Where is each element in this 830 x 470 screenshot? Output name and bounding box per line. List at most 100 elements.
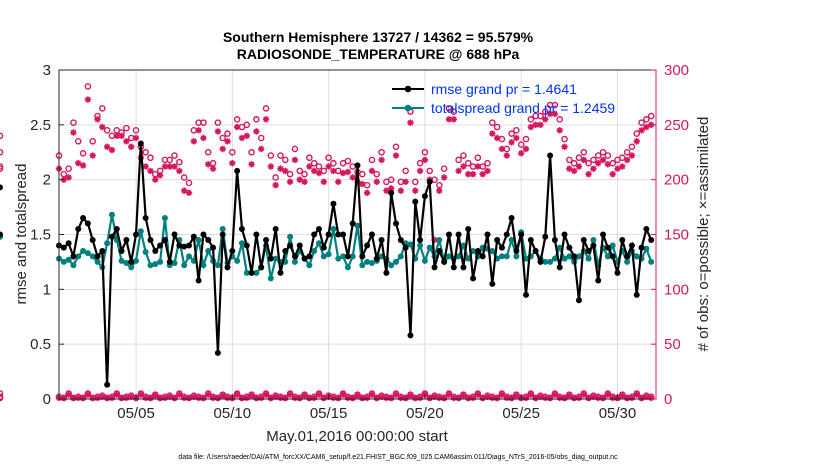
- assimilated-obs-marker: [638, 127, 645, 134]
- assimilated-obs-marker: [258, 145, 265, 153]
- rmse-point: [417, 236, 424, 243]
- assimilated-obs-marker: [402, 178, 409, 186]
- assimilated-obs-bottom-marker: [359, 394, 366, 402]
- legend-rmse-label: rmse grand pr = 1.4641: [431, 81, 577, 97]
- possible-obs-marker: [426, 167, 434, 175]
- totalspread-point: [445, 253, 452, 260]
- legend-rmse-marker: [404, 85, 412, 93]
- assimilated-obs-bottom-marker: [142, 394, 149, 402]
- totalspread-point: [609, 242, 616, 249]
- possible-obs-marker: [421, 148, 429, 156]
- possible-obs-marker: [638, 119, 645, 126]
- rmse-point: [503, 231, 510, 238]
- assimilated-obs-bottom-marker: [330, 394, 337, 402]
- assimilated-obs-marker: [436, 187, 443, 194]
- totalspread-point: [214, 262, 221, 269]
- rmse-point: [205, 236, 212, 243]
- assimilated-obs-marker: [421, 156, 429, 164]
- assimilated-obs-bottom-marker: [363, 394, 371, 402]
- possible-obs-marker: [272, 174, 279, 181]
- rmse-point: [624, 253, 631, 260]
- possible-obs-marker: [460, 152, 467, 159]
- totalspread-point: [624, 258, 631, 265]
- assimilated-obs-marker: [489, 130, 496, 137]
- rmse-point: [224, 264, 231, 271]
- rmse-point: [349, 220, 356, 227]
- rmse-point: [402, 244, 409, 251]
- rmse-point: [0, 231, 3, 238]
- possible-obs-marker: [436, 181, 443, 189]
- totalspread-point: [185, 253, 192, 260]
- possible-obs-marker: [204, 148, 212, 156]
- possible-obs-marker: [623, 148, 631, 156]
- y-tick-label-left: 0.5: [30, 336, 51, 353]
- assimilated-obs-marker: [580, 156, 587, 164]
- assimilated-obs-marker: [301, 178, 308, 186]
- assimilated-obs-marker: [508, 139, 515, 146]
- data-file-footer: data file: /Users/raeder/DAI/ATM_forcXX/…: [178, 454, 618, 461]
- assimilated-obs-bottom-marker: [291, 394, 299, 402]
- assimilated-obs-marker: [205, 161, 212, 168]
- rmse-point: [152, 247, 159, 254]
- possible-obs-marker: [513, 127, 520, 134]
- assimilated-obs-bottom-marker: [277, 394, 284, 402]
- rmse-point: [609, 253, 616, 260]
- assimilated-obs-bottom-marker: [339, 391, 347, 398]
- assimilated-obs-marker: [397, 187, 405, 194]
- totalspread-point: [455, 253, 462, 260]
- rmse-point: [436, 247, 443, 254]
- assimilated-obs-bottom-marker: [103, 394, 111, 402]
- possible-obs-marker: [643, 116, 650, 123]
- assimilated-obs-marker: [185, 189, 193, 197]
- y-axis-label-right: # of obs: o=possible; ×=assimilated: [695, 117, 712, 352]
- assimilated-obs-bottom-marker: [89, 394, 96, 402]
- totalspread-point: [157, 258, 164, 265]
- rmse-point: [80, 215, 87, 222]
- assimilated-obs-marker: [522, 145, 530, 153]
- y-tick-label-left: 3: [43, 62, 51, 79]
- assimilated-obs-marker: [209, 165, 217, 172]
- totalspread-point: [75, 253, 82, 260]
- assimilated-obs-marker: [388, 185, 395, 192]
- rmse-point: [84, 220, 91, 227]
- totalspread-point: [551, 255, 558, 262]
- totalspread-point: [267, 275, 274, 282]
- totalspread-point: [243, 269, 250, 276]
- assimilated-obs-bottom-marker: [465, 394, 472, 402]
- assimilated-obs-bottom-marker: [315, 391, 323, 398]
- assimilated-obs-marker: [368, 167, 376, 175]
- assimilated-obs-bottom-marker: [354, 392, 361, 399]
- assimilated-obs-bottom-marker: [75, 394, 82, 402]
- assimilated-obs-bottom-marker: [171, 394, 178, 402]
- assimilated-obs-marker: [320, 178, 327, 186]
- possible-obs-marker: [368, 156, 376, 164]
- assimilated-obs-bottom-marker: [595, 394, 602, 402]
- assimilated-obs-bottom-marker: [176, 391, 183, 398]
- possible-obs-bottom-marker: [0, 390, 4, 397]
- assimilated-obs-bottom-marker: [498, 391, 506, 398]
- rmse-point: [70, 253, 77, 260]
- possible-obs-marker: [286, 170, 294, 178]
- possible-obs-marker: [132, 127, 140, 134]
- assimilated-obs-marker: [75, 160, 82, 167]
- assimilated-obs-marker: [561, 143, 568, 150]
- assimilated-obs-bottom-marker: [493, 394, 501, 402]
- rmse-point: [614, 269, 621, 276]
- possible-obs-marker: [180, 174, 188, 181]
- assimilated-obs-bottom-marker: [118, 394, 125, 402]
- assimilated-obs-bottom-marker: [590, 393, 597, 401]
- assimilated-obs-marker: [570, 167, 578, 175]
- rmse-point: [643, 226, 650, 233]
- rmse-point: [291, 253, 298, 260]
- possible-obs-marker: [84, 83, 92, 90]
- totalspread-point: [489, 247, 496, 254]
- x-tick-label: 05/20: [406, 405, 444, 422]
- assimilated-obs-bottom-marker: [310, 394, 318, 402]
- rmse-point: [484, 231, 491, 238]
- assimilated-obs-bottom-marker: [479, 394, 486, 402]
- totalspread-point: [498, 253, 505, 260]
- assimilated-obs-bottom-marker: [638, 394, 645, 402]
- chart-title-line2: RADIOSONDE_TEMPERATURE @ 688 hPa: [237, 46, 520, 62]
- totalspread-point: [335, 255, 342, 262]
- y-tick-label-left: 2: [43, 172, 51, 189]
